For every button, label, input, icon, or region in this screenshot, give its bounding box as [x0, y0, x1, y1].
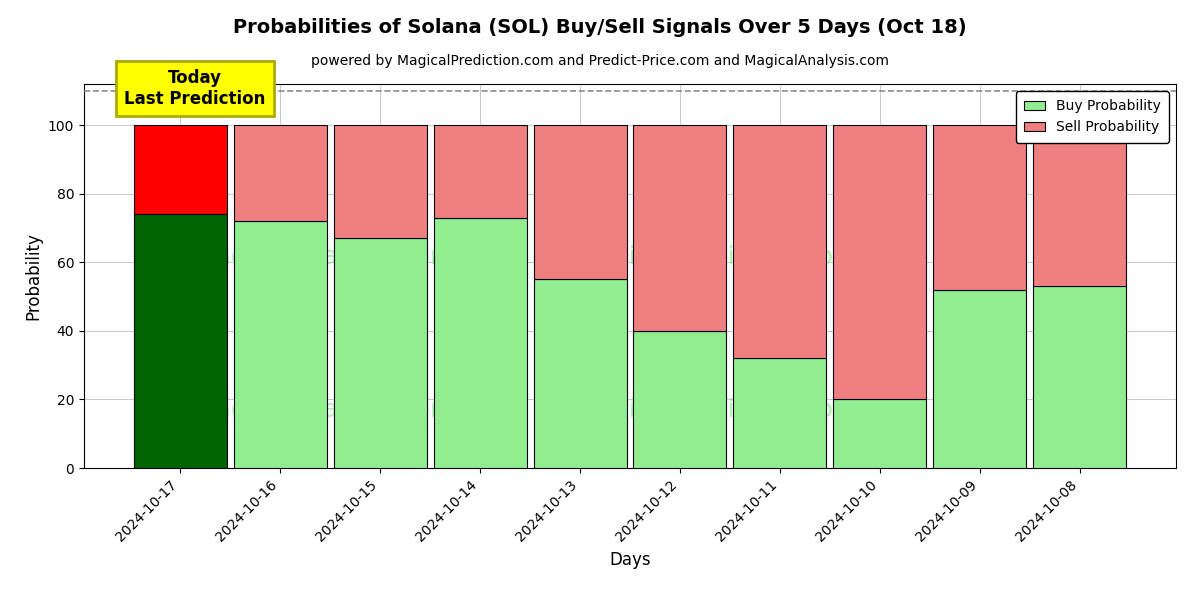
Text: Probabilities of Solana (SOL) Buy/Sell Signals Over 5 Days (Oct 18): Probabilities of Solana (SOL) Buy/Sell S…	[233, 18, 967, 37]
Text: powered by MagicalPrediction.com and Predict-Price.com and MagicalAnalysis.com: powered by MagicalPrediction.com and Pre…	[311, 54, 889, 68]
Bar	[433, 125, 527, 218]
Bar	[733, 125, 827, 358]
Bar	[634, 331, 726, 468]
Bar	[934, 125, 1026, 290]
Text: MagicalAnalysis.com: MagicalAnalysis.com	[194, 245, 455, 269]
Bar	[834, 125, 926, 400]
Bar	[934, 290, 1026, 468]
Text: Today
Last Prediction: Today Last Prediction	[125, 69, 266, 108]
Bar	[733, 358, 827, 468]
Bar	[133, 125, 227, 214]
Legend: Buy Probability, Sell Probability: Buy Probability, Sell Probability	[1015, 91, 1169, 143]
Bar	[534, 125, 626, 280]
Bar	[834, 400, 926, 468]
Bar	[1033, 286, 1127, 468]
Bar	[334, 125, 426, 238]
Bar	[534, 280, 626, 468]
Bar	[234, 125, 326, 221]
Text: MagicalAnalysis.com: MagicalAnalysis.com	[194, 398, 455, 422]
Bar	[234, 221, 326, 468]
X-axis label: Days: Days	[610, 551, 650, 569]
Text: MagicalPrediction.com: MagicalPrediction.com	[577, 245, 858, 269]
Bar	[334, 238, 426, 468]
Text: MagicalPrediction.com: MagicalPrediction.com	[577, 398, 858, 422]
Bar	[433, 218, 527, 468]
Bar	[1033, 125, 1127, 286]
Bar	[634, 125, 726, 331]
Y-axis label: Probability: Probability	[24, 232, 42, 320]
Bar	[133, 214, 227, 468]
